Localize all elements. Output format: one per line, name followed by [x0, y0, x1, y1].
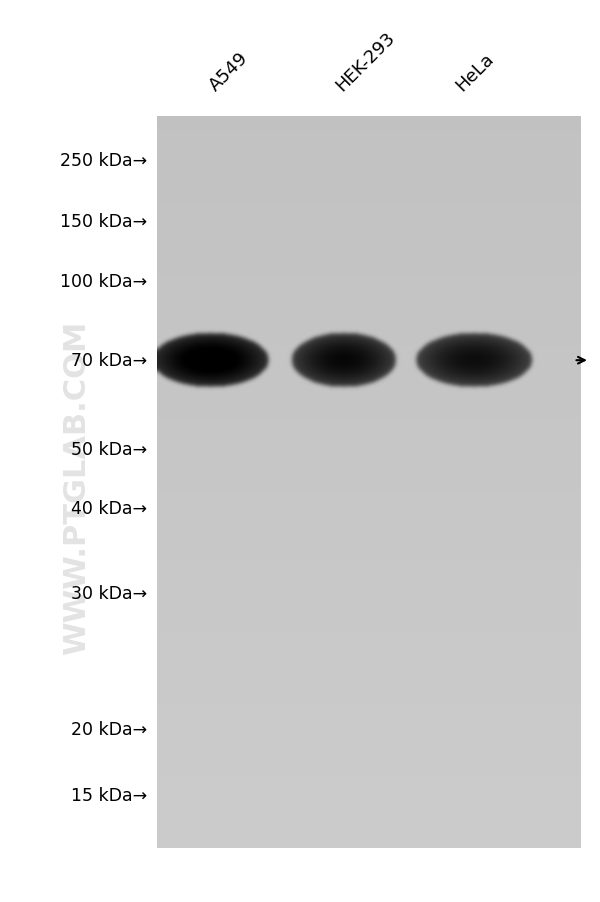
Text: WWW.PTGLAB.COM: WWW.PTGLAB.COM	[62, 320, 91, 654]
Text: 70 kDa→: 70 kDa→	[71, 352, 147, 370]
Text: 50 kDa→: 50 kDa→	[71, 440, 147, 458]
Text: 250 kDa→: 250 kDa→	[60, 152, 147, 170]
Text: 100 kDa→: 100 kDa→	[60, 272, 147, 290]
Text: HEK-293: HEK-293	[332, 29, 398, 95]
Text: 20 kDa→: 20 kDa→	[71, 720, 147, 738]
Text: 30 kDa→: 30 kDa→	[71, 584, 147, 603]
Text: HeLa: HeLa	[452, 50, 497, 95]
Text: A549: A549	[206, 49, 252, 95]
Text: 15 kDa→: 15 kDa→	[71, 787, 147, 805]
Text: 40 kDa→: 40 kDa→	[71, 500, 147, 518]
Text: 150 kDa→: 150 kDa→	[60, 213, 147, 231]
